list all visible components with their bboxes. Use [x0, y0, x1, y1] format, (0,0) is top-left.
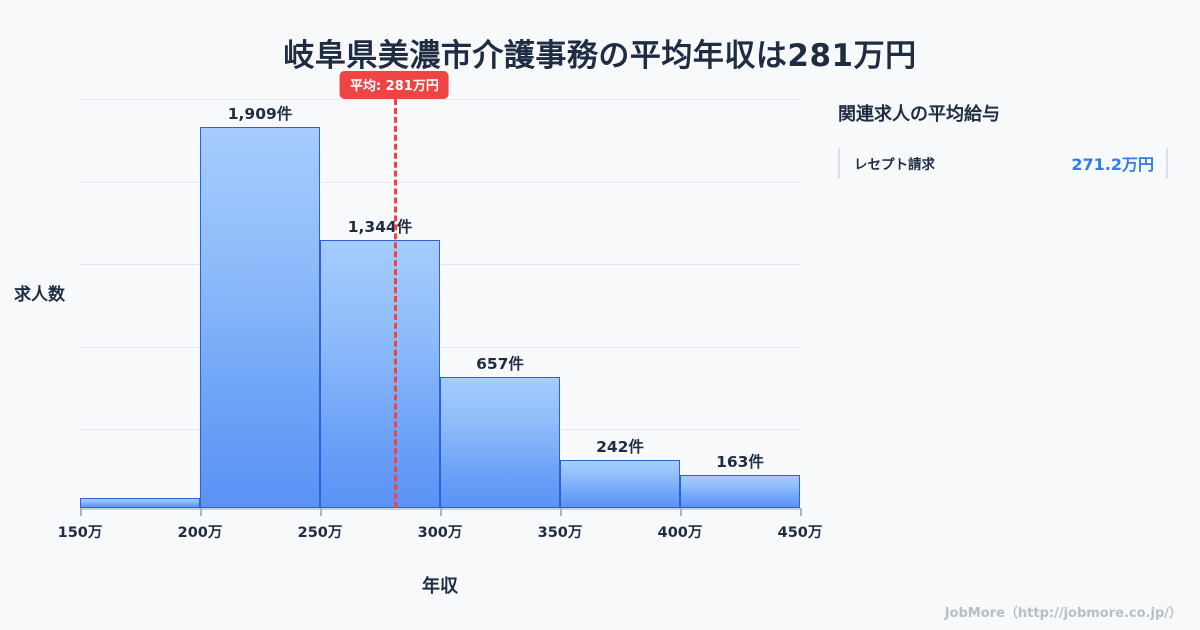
x-axis-tick	[680, 508, 682, 516]
histogram-bar	[560, 459, 680, 508]
gridline	[80, 264, 800, 265]
histogram-bar	[440, 376, 560, 508]
related-salary-heading: 関連求人の平均給与	[838, 104, 1000, 125]
x-axis-tick	[560, 508, 562, 516]
histogram-bar	[80, 498, 200, 508]
histogram-bar	[320, 239, 440, 508]
x-axis-tick-label: 400万	[657, 525, 703, 541]
histogram-bar	[680, 475, 800, 508]
x-axis-tick-label: 150万	[57, 525, 103, 541]
x-axis-tick	[200, 508, 202, 516]
gridline	[80, 181, 800, 183]
x-axis-title: 年収	[422, 576, 458, 597]
x-axis-tick-label: 350万	[537, 525, 583, 541]
bar-value-label: 242件	[596, 437, 644, 456]
x-axis-tick-label: 450万	[777, 525, 823, 541]
y-axis-title: 求人数	[14, 285, 65, 305]
salary-row-name: レセプト請求	[854, 157, 935, 173]
footer-watermark: JobMore（http://jobmore.co.jp/）	[944, 606, 1182, 621]
x-axis-tick	[440, 508, 442, 516]
gridline	[80, 99, 800, 100]
average-badge: 平均: 281万円	[339, 71, 449, 99]
page-title: 岐阜県美濃市介護事務の平均年収は281万円	[283, 38, 917, 74]
x-axis-tick-label: 200万	[177, 525, 223, 541]
bars-layer: 1,909件 1,344件 657件 242件 163件	[80, 99, 800, 508]
bar-value-label: 163件	[716, 453, 764, 472]
salary-row[interactable]: レセプト請求 271.2万円	[838, 148, 1168, 178]
x-axis-tick	[800, 508, 802, 516]
related-salary-rows: レセプト請求 271.2万円	[838, 148, 1168, 178]
bar-value-label: 1,344件	[347, 217, 413, 236]
related-salary-panel: 関連求人の平均給与 レセプト請求 271.2万円	[838, 100, 1168, 178]
histogram-bar	[200, 127, 320, 508]
x-axis-tick	[320, 508, 322, 516]
x-axis-tick-label: 250万	[297, 525, 343, 541]
x-axis-tick	[80, 508, 82, 516]
average-vline	[394, 99, 398, 508]
salary-row-value: 271.2万円	[1071, 155, 1154, 174]
gridline	[80, 346, 800, 348]
plot-area: 1,909件 1,344件 657件 242件 163件 平均: 281万円	[80, 71, 800, 508]
x-axis-tick-label: 300万	[417, 525, 463, 541]
bar-value-label: 1,909件	[227, 105, 293, 124]
bar-value-label: 657件	[476, 354, 524, 373]
